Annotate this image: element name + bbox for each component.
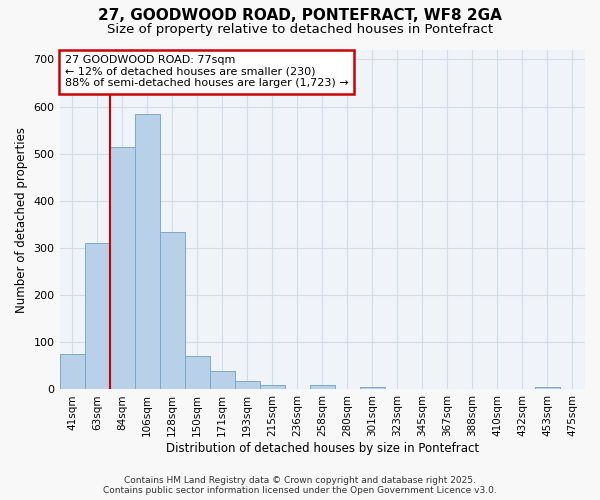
- Bar: [134, 114, 160, 390]
- Text: Size of property relative to detached houses in Pontefract: Size of property relative to detached ho…: [107, 22, 493, 36]
- Bar: [85, 244, 110, 390]
- Bar: [59, 354, 85, 390]
- Text: 27, GOODWOOD ROAD, PONTEFRACT, WF8 2GA: 27, GOODWOOD ROAD, PONTEFRACT, WF8 2GA: [98, 8, 502, 22]
- Bar: [110, 146, 134, 390]
- Bar: [260, 384, 285, 390]
- Bar: [535, 387, 560, 390]
- Bar: [185, 356, 209, 390]
- Bar: [209, 370, 235, 390]
- Bar: [235, 381, 260, 390]
- Text: Contains HM Land Registry data © Crown copyright and database right 2025.
Contai: Contains HM Land Registry data © Crown c…: [103, 476, 497, 495]
- Y-axis label: Number of detached properties: Number of detached properties: [15, 126, 28, 312]
- X-axis label: Distribution of detached houses by size in Pontefract: Distribution of detached houses by size …: [166, 442, 479, 455]
- Bar: [160, 232, 185, 390]
- Bar: [310, 384, 335, 390]
- Text: 27 GOODWOOD ROAD: 77sqm
← 12% of detached houses are smaller (230)
88% of semi-d: 27 GOODWOOD ROAD: 77sqm ← 12% of detache…: [65, 55, 349, 88]
- Bar: [360, 387, 385, 390]
